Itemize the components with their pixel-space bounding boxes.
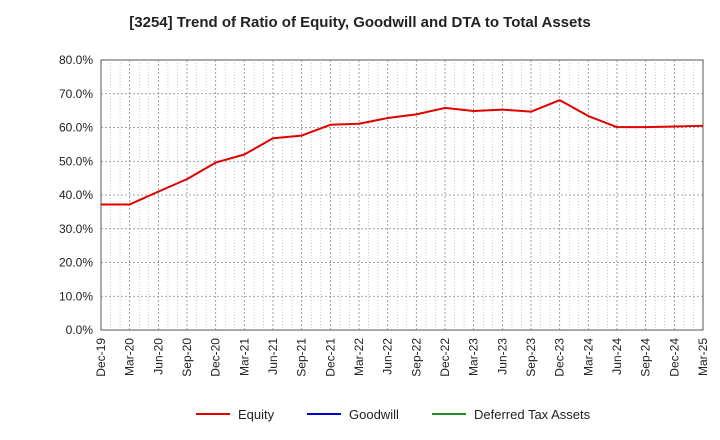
x-tick-label: Sep-20: [180, 338, 194, 377]
y-tick-label: 20.0%: [59, 256, 93, 270]
legend-label-deferred-tax-assets: Deferred Tax Assets: [474, 407, 591, 422]
x-tick-label: Jun-21: [266, 338, 280, 375]
x-tick-label: Dec-23: [553, 338, 567, 377]
x-tick-label: Mar-20: [123, 338, 137, 376]
grid-layer: [100, 59, 704, 331]
legend: Equity Goodwill Deferred Tax Assets: [196, 407, 591, 422]
x-tick-label: Jun-22: [381, 338, 395, 375]
x-tick-label: Dec-22: [438, 338, 452, 377]
x-tick-label: Mar-25: [696, 338, 710, 376]
y-tick-label: 30.0%: [59, 222, 93, 236]
x-tick-label: Dec-21: [323, 338, 337, 377]
y-tick-label: 60.0%: [59, 121, 93, 135]
x-tick-label: Sep-23: [524, 338, 538, 377]
x-tick-label: Sep-22: [409, 338, 423, 377]
series-layer: [101, 99, 704, 206]
y-tick-label: 0.0%: [66, 323, 94, 337]
x-tick-label: Sep-21: [295, 338, 309, 377]
x-tick-label: Dec-20: [209, 338, 223, 377]
chart-title: [3254] Trend of Ratio of Equity, Goodwil…: [129, 14, 591, 31]
axis-layer: 0.0% 10.0% 20.0% 30.0% 40.0% 50.0% 60.0% 70.0% 8…: [59, 53, 710, 377]
x-tick-label: Mar-24: [581, 338, 595, 376]
y-tick-label: 80.0%: [59, 53, 93, 67]
x-tick-label: Jun-23: [495, 338, 509, 375]
x-tick-label: Jun-24: [610, 338, 624, 375]
y-tick-label: 70.0%: [59, 87, 93, 101]
legend-label-goodwill: Goodwill: [349, 407, 399, 422]
y-tick-label: 10.0%: [59, 289, 93, 303]
x-tick-label: Dec-19: [94, 338, 108, 377]
x-tick-label: Dec-24: [667, 338, 681, 377]
x-tick-label: Jun-20: [151, 338, 165, 375]
legend-label-equity: Equity: [238, 407, 275, 422]
x-tick-label: Mar-21: [237, 338, 251, 376]
x-tick-label: Sep-24: [639, 338, 653, 377]
y-tick-label: 50.0%: [59, 154, 93, 168]
x-tick-label: Mar-23: [467, 338, 481, 376]
y-tick-label: 40.0%: [59, 188, 93, 202]
series-line-equity: [101, 99, 704, 206]
x-tick-label: Mar-22: [352, 338, 366, 376]
